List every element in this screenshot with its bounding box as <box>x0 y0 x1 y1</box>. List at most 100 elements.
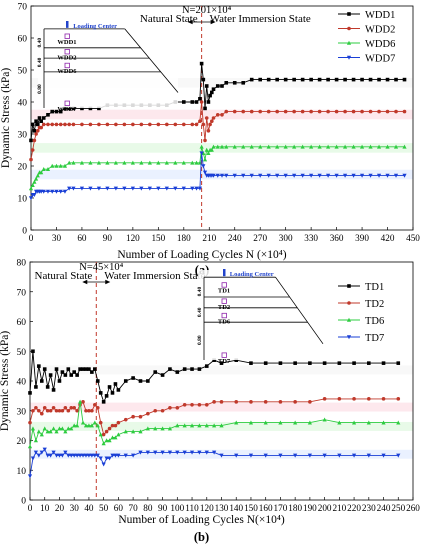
sensor-marker <box>221 312 227 319</box>
state-right-label: Water Immersion State <box>210 13 311 25</box>
data-point <box>93 367 97 371</box>
data-point <box>199 151 204 156</box>
data-point <box>234 400 239 404</box>
data-point <box>88 122 93 127</box>
data-point <box>175 405 180 410</box>
data-point <box>220 84 224 88</box>
y-tick-label: 40 <box>17 378 27 388</box>
data-point <box>84 408 88 413</box>
data-point <box>220 113 224 117</box>
data-point <box>101 400 106 404</box>
data-point <box>206 100 211 104</box>
series-td2 <box>28 397 401 437</box>
y-tick-label: 30 <box>18 131 28 141</box>
data-point <box>342 144 348 149</box>
data-point <box>326 77 330 82</box>
data-point <box>131 453 136 458</box>
data-point <box>84 367 88 371</box>
arrow-head-right <box>210 19 216 25</box>
legend-label: WDD1 <box>365 10 395 21</box>
data-point <box>402 109 407 114</box>
data-point <box>34 405 38 410</box>
stable-band-td1 <box>30 365 413 375</box>
data-point <box>160 426 165 431</box>
data-point <box>131 414 135 419</box>
data-point <box>224 144 229 149</box>
data-point <box>63 429 68 434</box>
sensor-label: TD7 <box>218 358 231 365</box>
data-point <box>77 453 83 458</box>
x-tick-label: 180 <box>288 503 302 513</box>
data-point <box>381 420 386 425</box>
data-point <box>92 420 97 425</box>
data-point <box>208 122 212 127</box>
data-point <box>175 370 180 374</box>
x-tick-label: 160 <box>259 503 273 513</box>
data-point <box>219 400 224 404</box>
data-point <box>39 125 43 130</box>
data-point <box>48 453 53 458</box>
data-point <box>101 462 106 467</box>
data-point <box>266 144 271 149</box>
data-point <box>67 160 72 165</box>
data-point <box>39 432 44 437</box>
data-point <box>385 77 390 82</box>
data-point <box>35 173 40 178</box>
data-point <box>146 411 150 416</box>
data-point <box>307 420 312 425</box>
data-point <box>42 367 47 371</box>
data-point <box>396 453 401 458</box>
series-wdd6 <box>28 144 407 191</box>
sensor-marker <box>221 298 227 304</box>
data-point <box>46 113 50 117</box>
data-point <box>249 77 254 82</box>
data-point <box>122 160 127 165</box>
data-point <box>160 408 165 413</box>
data-point <box>377 109 381 114</box>
data-point <box>201 122 206 127</box>
data-point <box>368 77 373 82</box>
x-tick-label: 20 <box>55 503 65 513</box>
data-point <box>249 109 254 114</box>
data-point <box>232 109 237 114</box>
legend-marker <box>347 284 351 288</box>
data-point <box>42 447 47 452</box>
data-point <box>337 420 342 425</box>
data-point <box>300 173 305 178</box>
data-point <box>57 379 62 383</box>
data-point <box>58 122 63 127</box>
data-point <box>116 432 121 437</box>
data-point <box>105 122 110 127</box>
y-tick-label: 40 <box>18 99 28 109</box>
inset-schematic: Loading Center WDD1 WDD2 WDD6 WDD7 0.40 0.40 0.… <box>37 21 179 113</box>
x-tick-label: 130 <box>215 503 229 513</box>
data-point <box>204 423 209 428</box>
y-tick-label: 80 <box>17 259 27 269</box>
data-point <box>381 453 386 458</box>
data-point <box>197 423 202 428</box>
data-point <box>300 144 305 149</box>
x-tick-label: 200 <box>318 503 332 513</box>
data-point <box>60 408 65 413</box>
data-point <box>75 373 79 377</box>
data-point <box>211 116 216 120</box>
split-label: N=201×10⁴ <box>182 5 232 16</box>
data-point <box>36 429 41 434</box>
data-point <box>293 361 297 365</box>
data-point <box>393 144 399 149</box>
data-point <box>66 426 71 431</box>
x-tick-label: 140 <box>229 503 243 513</box>
data-point <box>37 408 41 413</box>
data-point <box>232 81 237 85</box>
data-point <box>60 370 65 374</box>
data-point <box>110 391 115 395</box>
x-tick-label: 100 <box>170 503 184 513</box>
data-point <box>275 144 280 149</box>
data-point <box>322 453 327 458</box>
data-point <box>88 106 93 111</box>
data-point <box>212 450 217 455</box>
data-point <box>202 170 208 175</box>
data-point <box>58 109 63 114</box>
data-point <box>113 160 118 165</box>
y-tick-label: 0 <box>21 497 26 507</box>
